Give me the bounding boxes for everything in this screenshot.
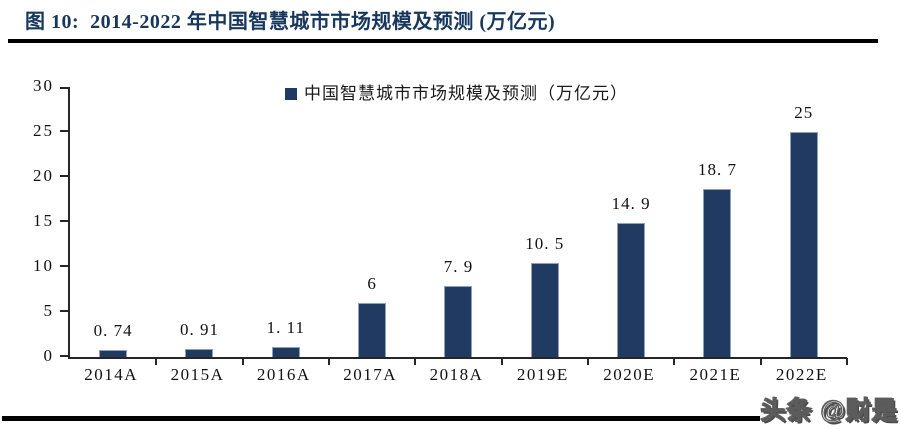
bottom-divider-rule (2, 416, 760, 421)
x-tick-mark (327, 358, 330, 365)
x-labels-row: 2014A 2015A 2016A 2017A 2018A 2019E 2020E 2021E… (68, 365, 845, 385)
watermark: 头条 @财是 (760, 396, 898, 425)
bar-value-label: 0. 74 (93, 321, 133, 341)
x-tick-mark (586, 358, 589, 365)
y-tick-label: 0 (43, 346, 54, 365)
y-tick-label: 10 (33, 256, 54, 275)
bar (530, 262, 559, 357)
y-tick-mark (60, 355, 70, 357)
x-tick-label: 2022E (775, 365, 828, 384)
x-tick-mark (759, 358, 762, 365)
y-tick-mark (60, 130, 70, 132)
bar-value-label: 18. 7 (697, 159, 737, 179)
x-tick-mark (500, 358, 503, 365)
bar (185, 348, 214, 357)
y-tick-mark (60, 175, 70, 177)
bar-cell: 7. 9 (415, 87, 503, 365)
bar-value-label: 25 (794, 103, 814, 122)
bar-value-label: 6 (367, 274, 377, 293)
bar-cell: 0. 74 (70, 87, 158, 365)
x-tick-label: 2014A (84, 365, 139, 384)
bar-value-label: 7. 9 (443, 256, 474, 276)
y-tick-label: 20 (33, 166, 54, 185)
bar-cell: 18. 7 (674, 87, 762, 365)
x-tick-label: 2018A (429, 365, 484, 384)
y-tick-mark (60, 265, 70, 267)
bar-value-label: 1. 11 (266, 318, 305, 338)
bar-cell: 14. 9 (588, 87, 676, 365)
x-tick-mark (241, 358, 244, 365)
bar-value-label: 14. 9 (611, 193, 651, 213)
bar (358, 303, 387, 357)
chart-legend: 中国智慧城市市场规模及预测（万亿元） (68, 79, 845, 104)
x-tick-mark (673, 358, 676, 365)
bar (789, 132, 818, 357)
bar (444, 285, 473, 357)
y-tick-label: 30 (33, 76, 54, 95)
bar (703, 188, 732, 357)
bar (271, 347, 300, 357)
x-tick-mark (845, 358, 848, 365)
bar-value-label: 10. 5 (525, 233, 565, 253)
plot-area: 0 5 10 15 20 25 30 0. 74 0. 91 1. 11 6 7. 9 10. 5 14… (33, 76, 848, 365)
figure-title: 图 10: 2014-2022 年中国智慧城市市场规模及预测 (万亿元) (25, 11, 556, 33)
x-tick-label: 2016A (256, 365, 311, 384)
x-tick-mark (155, 358, 158, 365)
y-tick-mark (60, 220, 70, 222)
x-tick-label: 2015A (170, 365, 225, 384)
bar-cell: 6 (329, 87, 417, 365)
bar (99, 350, 128, 357)
bar-cell: 25 (761, 87, 848, 365)
legend-square-icon (285, 88, 297, 100)
title-divider-rule (8, 39, 878, 43)
x-tick-label: 2017A (343, 365, 398, 384)
bar-cell: 1. 11 (243, 87, 330, 365)
y-tick-mark (60, 310, 70, 312)
y-tick-label: 5 (43, 301, 54, 320)
legend-label: 中国智慧城市市场规模及预测（万亿元） (304, 84, 628, 103)
y-tick-label: 15 (33, 211, 54, 230)
y-tick-label: 25 (33, 121, 54, 140)
bar (617, 222, 646, 357)
bar-cell: 0. 91 (156, 87, 244, 365)
y-tick-mark (60, 87, 70, 89)
x-tick-label: 2020E (603, 365, 656, 384)
bar-cell: 10. 5 (502, 87, 589, 365)
bar-value-label: 0. 91 (179, 319, 219, 339)
x-tick-mark (414, 358, 417, 365)
bars-row: 0. 74 0. 91 1. 11 6 7. 9 10. 5 14. 9 18. 7 25 (70, 87, 848, 365)
x-tick-label: 2021E (689, 365, 742, 384)
x-tick-label: 2019E (516, 365, 569, 384)
